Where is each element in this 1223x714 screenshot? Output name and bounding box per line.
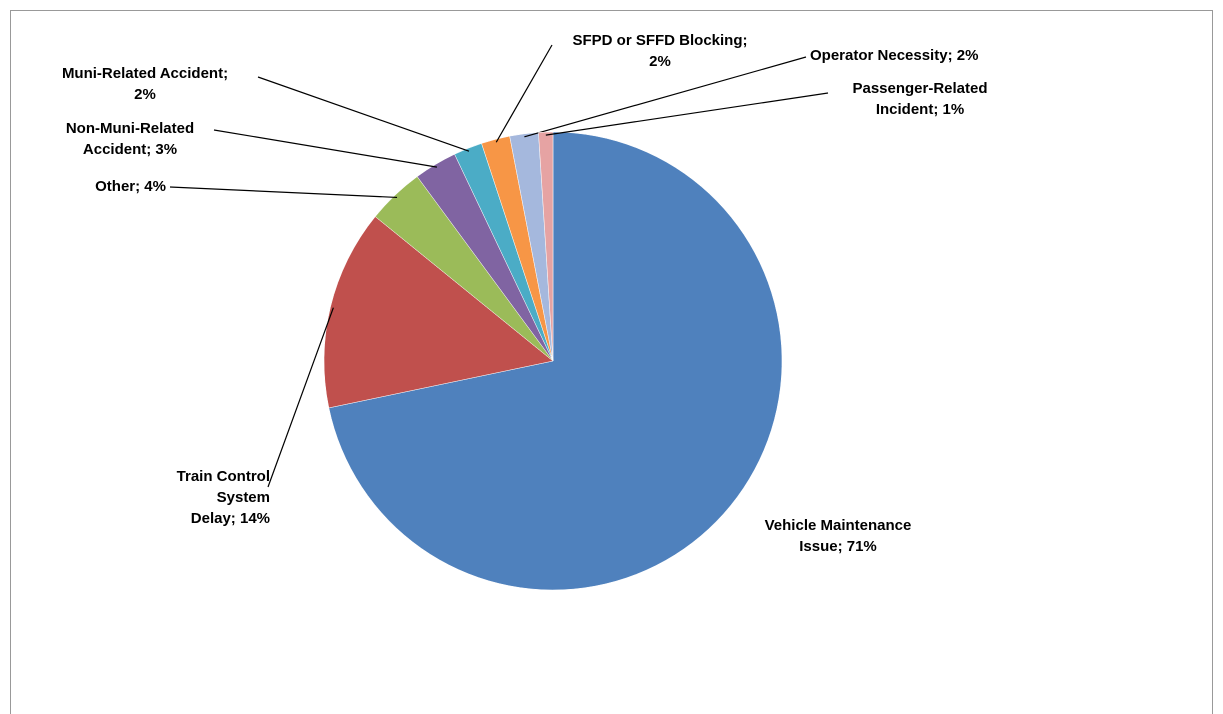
pie-slice — [323, 216, 554, 409]
data-label: Non-Muni-Related Accident; 3% — [65, 120, 195, 158]
data-label: Other; 4% — [95, 178, 166, 195]
data-label: Muni-Related Accident; 2% — [61, 65, 229, 103]
data-label: Vehicle Maintenance Issue; 71% — [764, 517, 912, 555]
leader-line — [267, 307, 334, 488]
data-label: Train Control System Delay; 14% — [176, 468, 270, 527]
leader-line — [257, 76, 470, 152]
pie-slice — [538, 131, 554, 362]
data-label: SFPD or SFFD Blocking; 2% — [572, 32, 748, 70]
data-label: Operator Necessity; 2% — [810, 47, 979, 64]
data-label: Passenger-Related Incident; 1% — [852, 80, 988, 118]
pie-slice — [328, 131, 783, 591]
leader-line — [169, 186, 398, 199]
leader-line — [213, 129, 438, 168]
leader-line — [545, 92, 829, 136]
leader-line — [495, 44, 553, 143]
leader-line — [524, 56, 807, 138]
